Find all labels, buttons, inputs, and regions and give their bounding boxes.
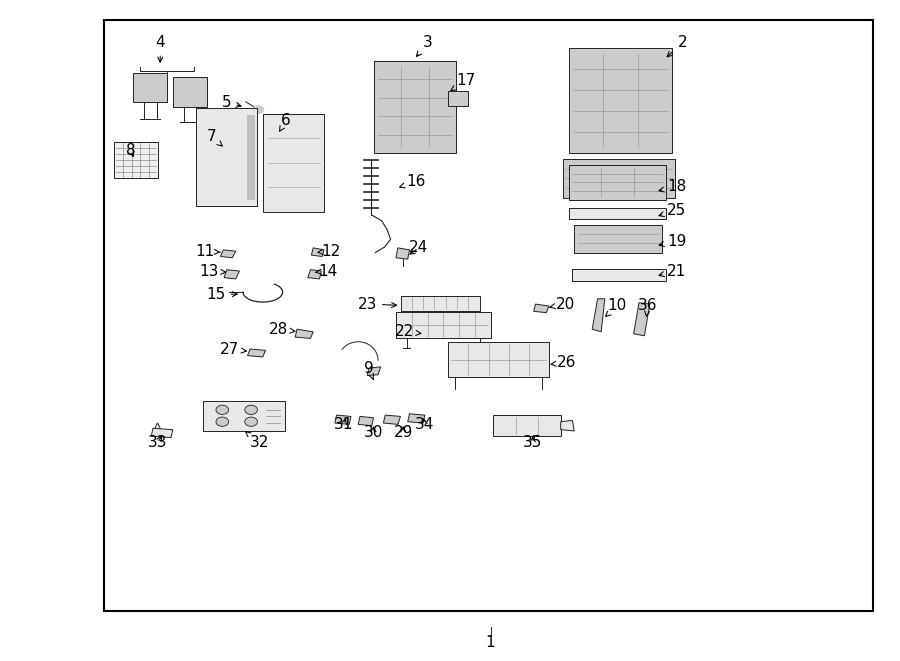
Text: 1: 1 [486,635,495,650]
Text: 14: 14 [315,264,338,278]
Polygon shape [248,349,266,357]
Polygon shape [383,415,400,424]
Text: 12: 12 [318,244,341,258]
Polygon shape [367,367,381,375]
Text: 35: 35 [523,436,543,450]
Text: 20: 20 [550,297,575,311]
Polygon shape [196,108,257,206]
Text: 8: 8 [126,143,135,158]
Polygon shape [408,414,425,423]
Text: 27: 27 [220,342,247,356]
Polygon shape [448,91,468,106]
Polygon shape [562,159,675,198]
Circle shape [245,417,257,426]
Text: 15: 15 [206,287,238,301]
Polygon shape [534,304,549,313]
Bar [104,20,873,611]
Text: 29: 29 [393,426,413,440]
Circle shape [253,106,264,114]
Text: 18: 18 [659,179,687,194]
Text: 6: 6 [280,113,291,132]
Text: 25: 25 [659,203,687,217]
Circle shape [216,417,229,426]
Text: 9: 9 [364,362,373,379]
Text: 23: 23 [357,297,397,311]
Bar [448,342,549,377]
Bar [400,296,480,311]
Polygon shape [220,250,236,258]
Text: 21: 21 [659,264,687,278]
Text: 3: 3 [417,36,432,56]
Polygon shape [634,303,650,336]
Text: 11: 11 [195,244,220,258]
Text: 16: 16 [400,175,426,189]
Polygon shape [308,270,321,279]
Text: 2: 2 [667,36,687,57]
Text: 31: 31 [334,417,354,432]
Bar [493,415,561,436]
Bar [396,312,490,338]
Polygon shape [574,225,662,253]
Text: 32: 32 [246,432,269,450]
Polygon shape [311,248,324,256]
Text: 22: 22 [395,325,421,339]
Text: 36: 36 [638,298,658,316]
Polygon shape [224,270,239,279]
Text: 19: 19 [659,234,687,249]
Bar [569,208,666,219]
Polygon shape [173,77,207,107]
Polygon shape [569,48,672,153]
Text: 7: 7 [207,130,222,146]
Polygon shape [335,415,351,424]
Polygon shape [133,73,167,102]
Bar [572,269,666,281]
Text: 13: 13 [199,264,226,278]
Bar [202,401,285,431]
Polygon shape [247,115,255,200]
Circle shape [216,405,229,414]
Polygon shape [561,420,574,431]
Bar [114,142,158,178]
Polygon shape [569,165,666,200]
Polygon shape [263,114,324,212]
Polygon shape [295,329,313,338]
Text: 34: 34 [415,417,435,432]
Text: 26: 26 [551,355,577,369]
Text: 33: 33 [148,436,167,450]
Polygon shape [592,299,605,332]
Text: 17: 17 [451,73,476,91]
Circle shape [245,405,257,414]
Text: 4: 4 [156,36,165,62]
Text: 28: 28 [269,322,295,336]
Text: 5: 5 [222,95,241,110]
Polygon shape [374,61,456,153]
Text: 24: 24 [409,241,428,255]
Polygon shape [396,248,410,259]
Text: 30: 30 [364,426,383,440]
Text: 10: 10 [606,298,627,317]
Polygon shape [358,416,374,426]
Polygon shape [151,428,173,438]
